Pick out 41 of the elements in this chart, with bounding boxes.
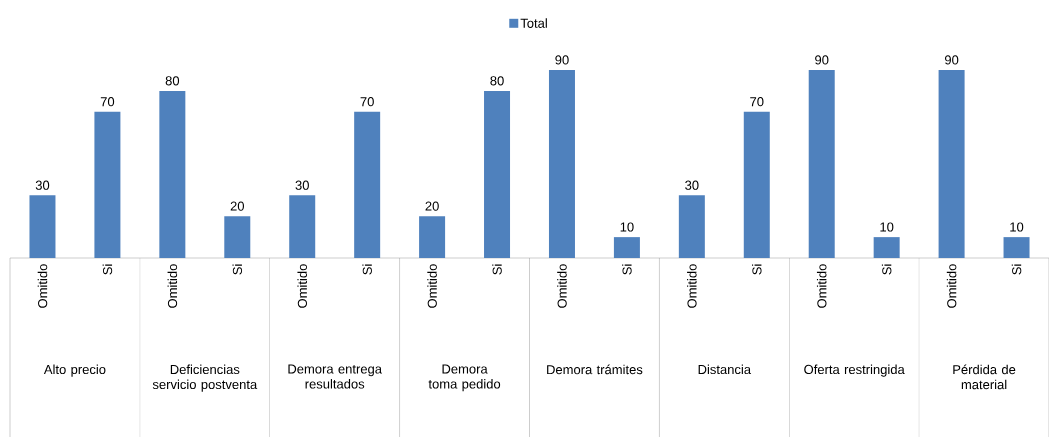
text: Demora trámites — [547, 364, 643, 375]
data-label: 90 — [944, 55, 959, 65]
x-tick-label: Omitido — [816, 264, 827, 308]
x-tick-label: Si — [881, 264, 892, 275]
data-label: 70 — [750, 97, 764, 107]
data-label: 90 — [815, 55, 829, 65]
x-tick-label: Si — [102, 264, 113, 275]
data-label: 30 — [295, 180, 309, 190]
data-label: 20 — [425, 201, 439, 211]
text: Alto precio — [43, 364, 106, 377]
x-tick-label: Omitido — [687, 264, 697, 308]
data-label: 20 — [230, 201, 245, 211]
x-tick-label: Omitido — [557, 264, 567, 308]
text: Demora toma pedido — [428, 364, 501, 392]
x-tick-label: Omitido — [427, 264, 437, 308]
text: Demora entrega resultados — [288, 364, 382, 389]
data-label: 30 — [35, 180, 50, 190]
text: Distancia — [698, 364, 752, 375]
text: Deficiencias servicio postventa — [152, 364, 258, 392]
text: Oferta restringida — [804, 364, 905, 377]
x-tick-label: Omitido — [946, 264, 957, 308]
x-tick-label: Si — [752, 264, 762, 275]
x-tick-label: Si — [232, 264, 243, 275]
data-label: 10 — [1010, 222, 1024, 232]
x-tick-label: Si — [1011, 264, 1022, 275]
x-tick-label: Omitido — [37, 264, 48, 308]
data-label: 80 — [490, 76, 504, 86]
x-tick-label: Si — [622, 264, 632, 275]
x-tick-label: Omitido — [167, 264, 178, 308]
x-tick-label: Si — [492, 264, 502, 275]
text: Pérdida de material — [953, 364, 1016, 390]
legend-label: Total — [520, 18, 547, 28]
data-label: 70 — [100, 97, 115, 107]
x-tick-label: Omitido — [297, 264, 307, 308]
data-label: 70 — [360, 97, 374, 107]
data-label: 10 — [880, 222, 894, 232]
data-label: 80 — [165, 76, 180, 86]
data-label: 90 — [555, 55, 569, 65]
data-label: 10 — [620, 222, 634, 232]
data-label: 30 — [685, 180, 699, 190]
x-tick-label: Si — [362, 264, 372, 275]
